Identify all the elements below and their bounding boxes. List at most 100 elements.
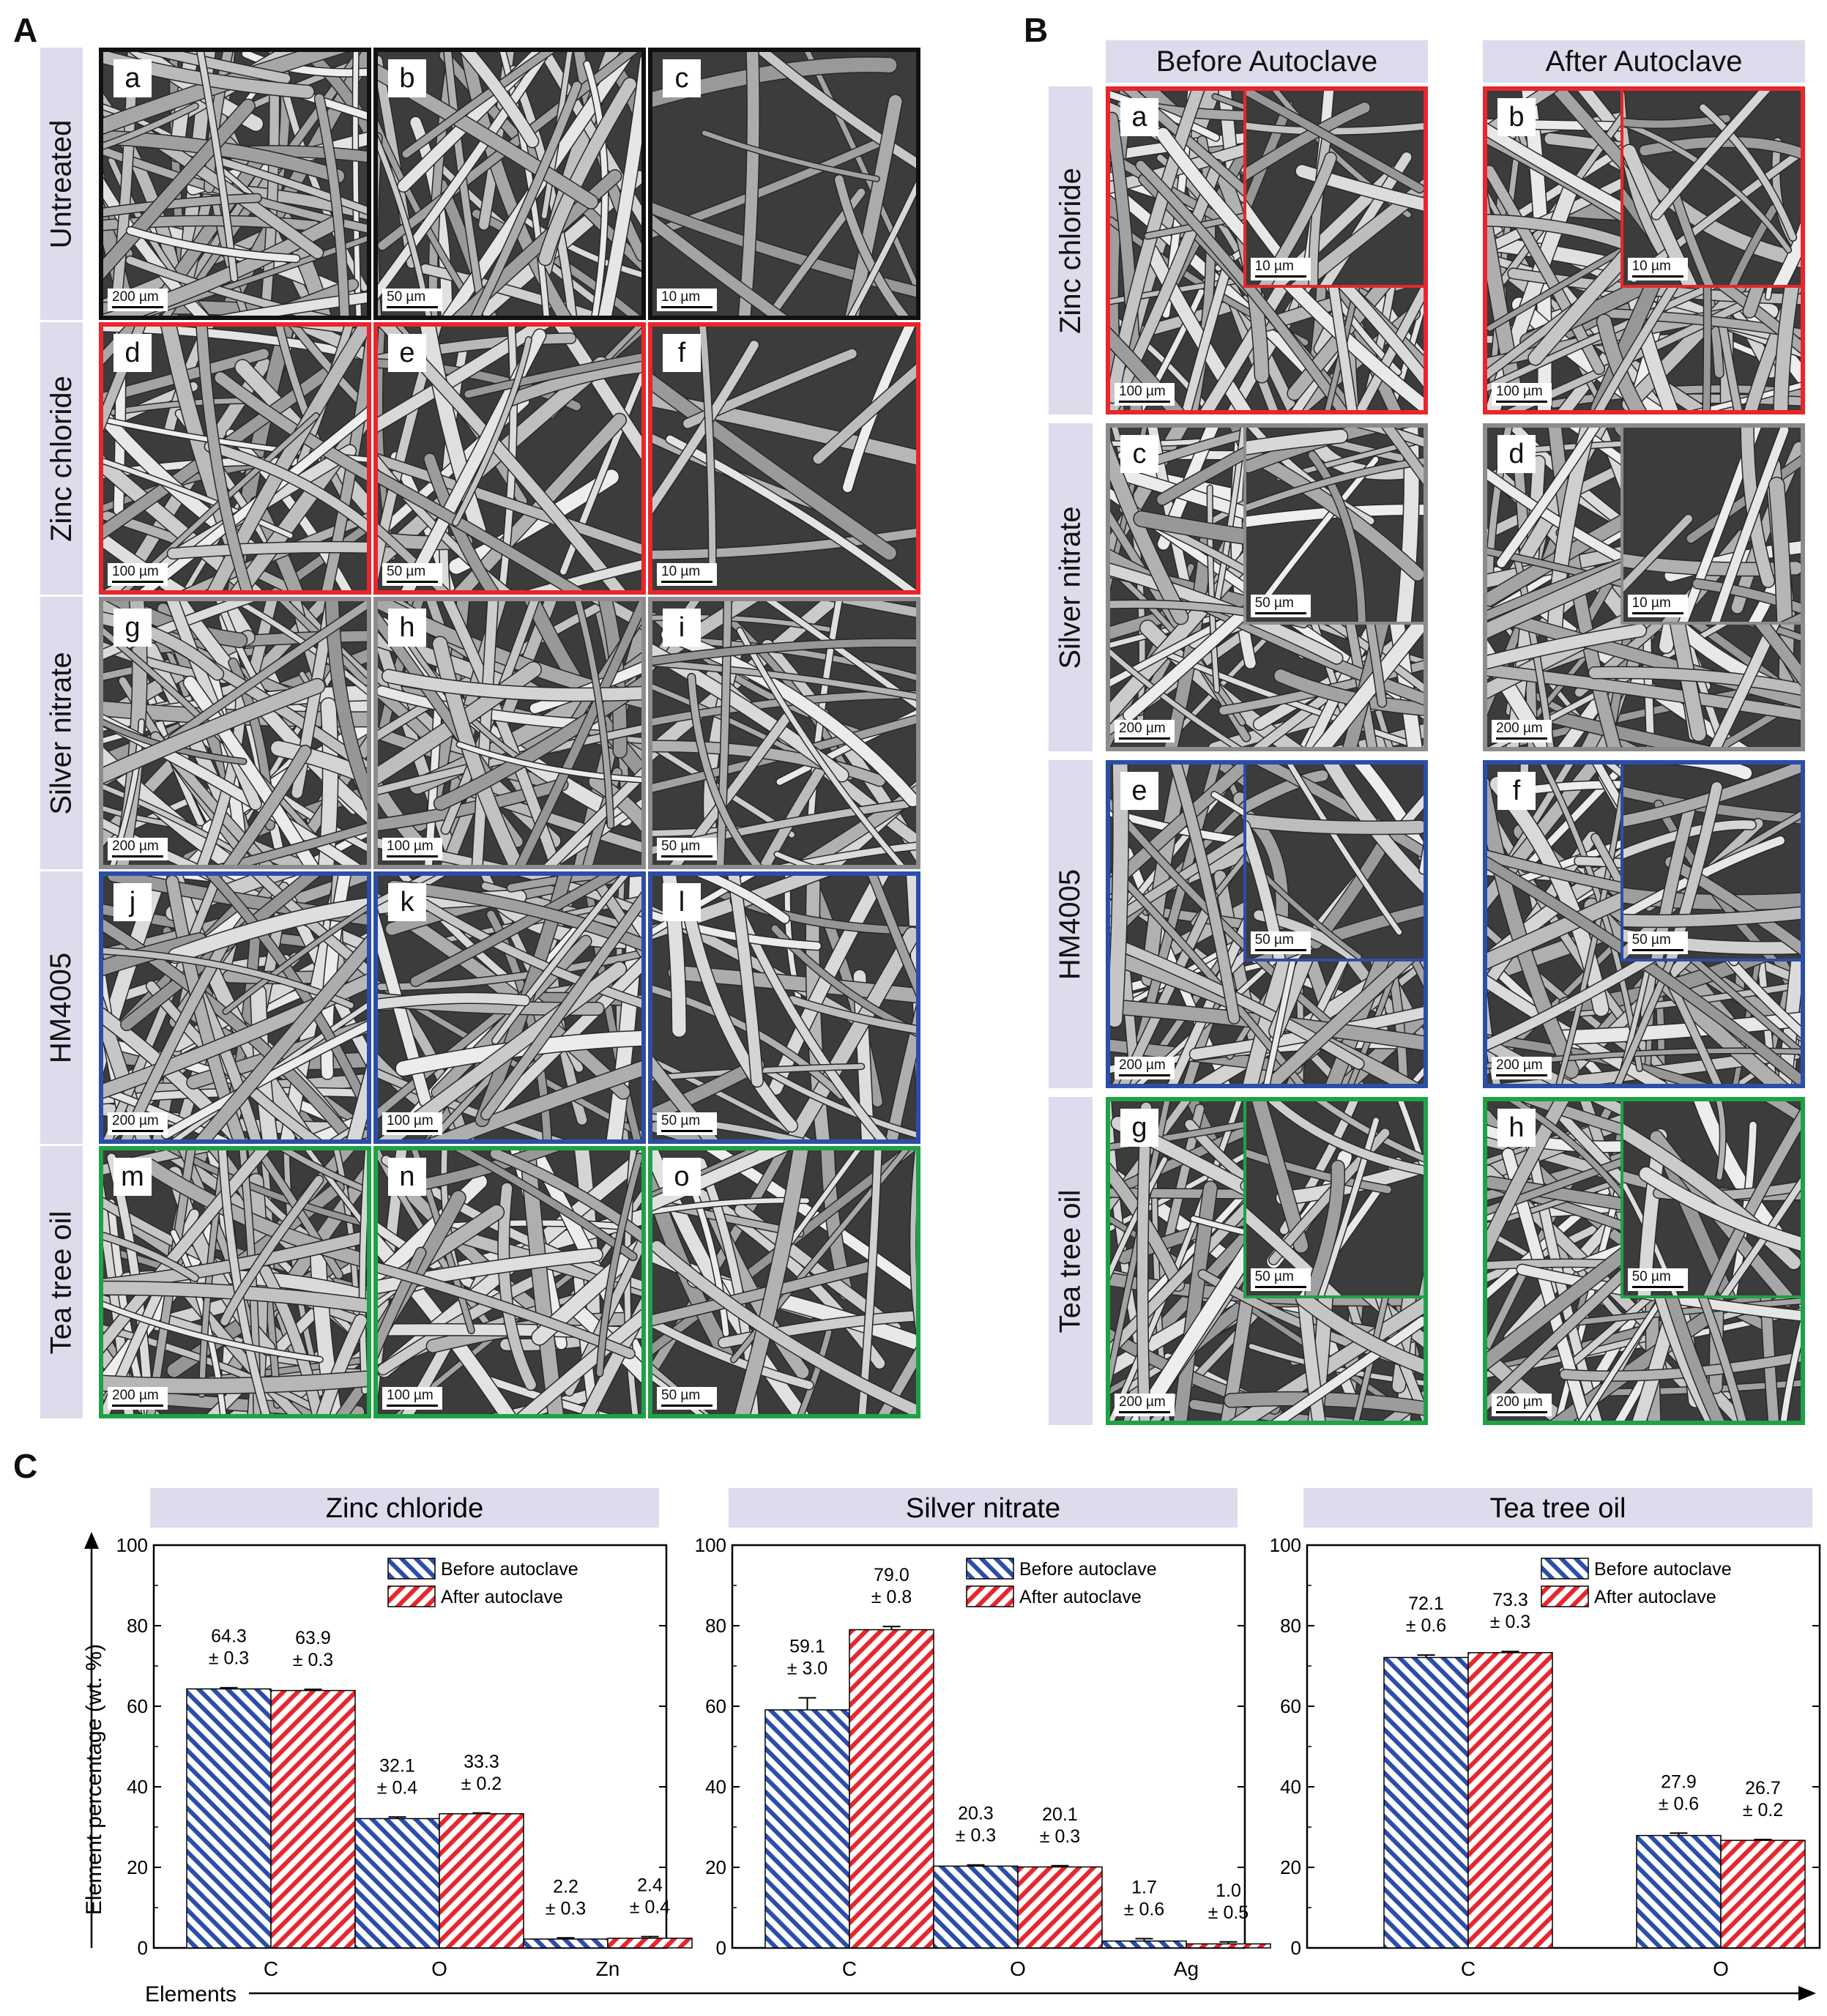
row-label-text: Tea tree oil bbox=[45, 1210, 78, 1354]
scale-bar-line bbox=[1254, 611, 1306, 614]
scale-bar: 50 µm bbox=[657, 1387, 717, 1410]
row-label-text: Tea tree oil bbox=[1054, 1189, 1087, 1333]
legend-label: After autoclave bbox=[441, 1587, 563, 1607]
scale-bar-label: 200 µm bbox=[112, 1113, 159, 1128]
row-label-text: HM4005 bbox=[1054, 868, 1087, 980]
scale-bar-label: 200 µm bbox=[1496, 1394, 1543, 1410]
inset-scale-bar: 50 µm bbox=[1250, 931, 1311, 954]
bar-before-O bbox=[354, 1818, 440, 1949]
data-label-error: ± 0.3 bbox=[1490, 1612, 1530, 1632]
scale-bar-label: 10 µm bbox=[661, 289, 701, 305]
x-tick-label: O bbox=[1713, 1957, 1729, 1980]
data-label-value: 32.1 bbox=[379, 1755, 415, 1776]
chart-title: Zinc chloride bbox=[326, 1493, 483, 1524]
legend-swatch bbox=[966, 1585, 1014, 1607]
scale-bar: 50 µm bbox=[382, 563, 442, 586]
row-label-a-silver-nitrate: Silver nitrate bbox=[40, 597, 83, 869]
sem-image-a-e: e 50 µm bbox=[373, 322, 646, 595]
scale-bar: 200 µm bbox=[1492, 1057, 1552, 1079]
sem-image-a-f: f 10 µm bbox=[648, 322, 920, 595]
sub-panel-letter: h bbox=[388, 609, 426, 647]
y-tick-label: 60 bbox=[705, 1695, 726, 1717]
scale-bar-label: 100 µm bbox=[387, 1388, 434, 1403]
scale-bar: 100 µm bbox=[382, 1112, 442, 1135]
sub-panel-letter: e bbox=[388, 334, 426, 372]
sem-image-a-d: d 100 µm bbox=[99, 322, 371, 595]
sem-inset-b-d: 10 µm bbox=[1620, 428, 1801, 625]
sem-inset-b-g: 50 µm bbox=[1243, 1101, 1424, 1298]
sem-image-b-g: 50 µm g 200 µm bbox=[1106, 1097, 1428, 1425]
data-label-value: 2.2 bbox=[553, 1876, 578, 1897]
legend-swatch bbox=[1541, 1558, 1589, 1580]
scale-bar: 200 µm bbox=[108, 838, 168, 860]
sub-panel-letter: b bbox=[1497, 98, 1536, 136]
sub-panel-letter: j bbox=[114, 883, 152, 921]
scale-bar: 50 µm bbox=[657, 1112, 717, 1135]
bar-before-O bbox=[1636, 1834, 1722, 1949]
scale-bar-line bbox=[661, 306, 712, 308]
data-label-error: ± 0.5 bbox=[1208, 1902, 1249, 1923]
sem-image-b-a: 10 µm a 100 µm bbox=[1106, 86, 1428, 414]
panel-letter-b: B bbox=[1024, 11, 1049, 49]
scale-bar-line bbox=[1254, 1285, 1306, 1288]
sem-image-a-h: h 100 µm bbox=[373, 597, 646, 869]
scale-bar-line bbox=[1631, 1285, 1683, 1288]
sem-inset-b-e: 50 µm bbox=[1243, 765, 1424, 961]
sem-image-a-j: j 200 µm bbox=[99, 871, 371, 1144]
legend-label: Before autoclave bbox=[1594, 1559, 1732, 1580]
scale-bar-label: 10 µm bbox=[1254, 258, 1294, 274]
scale-bar-label: 50 µm bbox=[1254, 931, 1294, 948]
data-label-error: ± 0.6 bbox=[1659, 1793, 1699, 1814]
scale-bar-line bbox=[112, 581, 163, 583]
y-tick-label: 0 bbox=[1291, 1937, 1301, 1959]
sub-panel-letter: g bbox=[1120, 1109, 1158, 1147]
bar-after-Ag bbox=[1186, 1943, 1271, 1949]
sem-image-b-c: 50 µm c 200 µm bbox=[1106, 423, 1428, 751]
data-label-value: 72.1 bbox=[1408, 1593, 1444, 1614]
sem-image-a-a: a 200 µm bbox=[99, 48, 371, 320]
data-label-value: 26.7 bbox=[1745, 1778, 1781, 1799]
data-label-value: 64.3 bbox=[211, 1626, 247, 1647]
scale-bar-label: 200 µm bbox=[1119, 1394, 1166, 1410]
scale-bar-label: 200 µm bbox=[1496, 721, 1543, 736]
sem-image-b-d: 10 µm d 200 µm bbox=[1483, 423, 1805, 751]
scale-bar-line bbox=[1496, 401, 1547, 403]
sub-panel-letter: l bbox=[663, 883, 701, 921]
scale-bar-line bbox=[1631, 275, 1683, 278]
y-tick-label: 20 bbox=[127, 1856, 148, 1878]
x-tick-label: C bbox=[842, 1957, 857, 1980]
bar-after-C bbox=[270, 1689, 356, 1949]
row-label-text: Silver nitrate bbox=[1054, 505, 1087, 669]
y-tick-label: 40 bbox=[705, 1776, 726, 1798]
scale-bar-line bbox=[1119, 737, 1170, 740]
sem-image-a-i: i 50 µm bbox=[648, 597, 920, 869]
x-tick-label: O bbox=[1010, 1957, 1026, 1980]
data-label-error: ± 0.2 bbox=[461, 1774, 502, 1794]
sem-image-b-h: 50 µm h 200 µm bbox=[1483, 1097, 1805, 1425]
scale-bar-line bbox=[1631, 948, 1683, 951]
row-label-a-untreated: Untreated bbox=[40, 48, 83, 320]
y-tick-label: 20 bbox=[1280, 1856, 1301, 1878]
inset-scale-bar: 50 µm bbox=[1627, 1268, 1688, 1291]
legend-label: After autoclave bbox=[1594, 1587, 1716, 1607]
bar-before-C bbox=[1383, 1656, 1469, 1949]
row-label-b-zinc-chloride: Zinc chloride bbox=[1049, 86, 1093, 414]
sub-panel-letter: f bbox=[1497, 772, 1536, 810]
chart-title-box bbox=[150, 1488, 659, 1528]
x-tick-label: O bbox=[431, 1957, 447, 1980]
data-label-value: 1.0 bbox=[1216, 1881, 1241, 1901]
scale-bar-line bbox=[112, 1130, 163, 1132]
column-label-b-1: After Autoclave bbox=[1483, 40, 1805, 83]
data-label-error: ± 0.3 bbox=[956, 1826, 996, 1846]
scale-bar-line bbox=[1119, 1074, 1170, 1076]
scale-bar-label: 50 µm bbox=[1631, 1268, 1671, 1284]
data-label-error: ± 0.3 bbox=[1040, 1826, 1080, 1847]
x-axis-arrow-head bbox=[1798, 1986, 1816, 2001]
bar-after-O bbox=[439, 1813, 524, 1949]
y-tick-label: 20 bbox=[705, 1856, 726, 1878]
y-tick-label: 100 bbox=[116, 1534, 148, 1556]
sem-image-a-o: o 50 µm bbox=[648, 1146, 920, 1418]
y-tick-label: 100 bbox=[695, 1534, 726, 1556]
sem-inset-b-f: 50 µm bbox=[1620, 765, 1801, 961]
scale-bar-line bbox=[1119, 1411, 1170, 1413]
